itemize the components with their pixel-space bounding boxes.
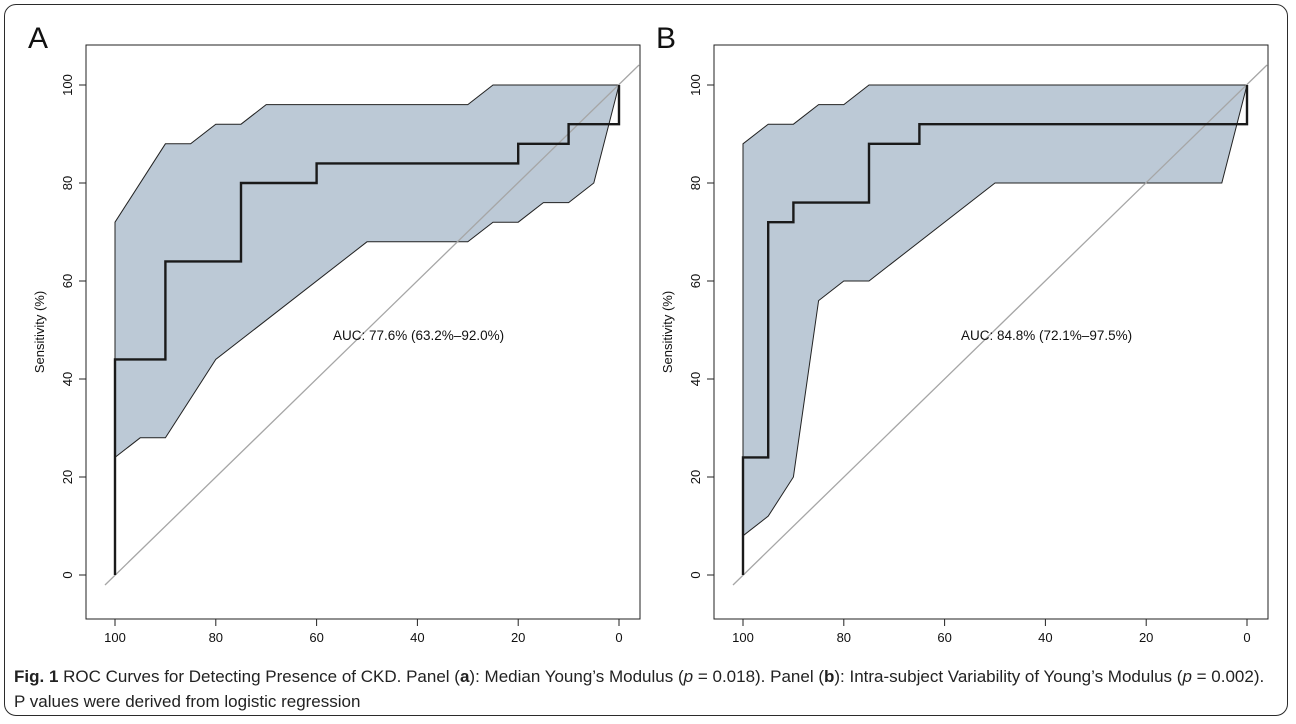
confidence-band	[742, 84, 1248, 537]
y-tick-label: 60	[60, 274, 75, 288]
panel-letter: A	[28, 22, 48, 55]
reference-diagonal-line	[732, 64, 1268, 586]
y-tick-label: 60	[688, 274, 703, 288]
x-tick-label: 60	[937, 630, 951, 645]
figure-label: Fig. 1	[14, 667, 59, 686]
auc-annotation: AUC: 77.6% (63.2%–92.0%)	[333, 328, 504, 343]
roc-panel-b: B 100 80 60 40 20 0 Specificity (%) 0 20 40 60 80 100…	[656, 22, 1269, 662]
x-axis-title: Specificity (%)	[322, 660, 404, 662]
y-tick-label: 80	[60, 176, 75, 190]
x-axis-title: Specificity (%)	[950, 660, 1032, 662]
y-tick-label: 100	[688, 74, 703, 96]
y-tick-label: 0	[60, 571, 75, 578]
roc-curve	[113, 85, 621, 575]
figure-caption: Fig. 1 ROC Curves for Detecting Presence…	[14, 664, 1276, 714]
caption-text-2: ): Median Young’s Modulus (	[469, 667, 684, 686]
y-axis-title: Sensitivity (%)	[32, 291, 47, 373]
x-tick-label: 0	[1243, 630, 1250, 645]
confidence-band	[114, 84, 620, 459]
y-tick-label: 0	[688, 571, 703, 578]
y-tick-label: 40	[688, 372, 703, 386]
y-tick-label: 80	[688, 176, 703, 190]
caption-text-1: ROC Curves for Detecting Presence of CKD…	[58, 667, 460, 686]
x-tick-label: 60	[309, 630, 323, 645]
roc-panel-a: A 100 80 60 40 20 0 Specificity (%) 0 20 40 60 80 100…	[28, 22, 641, 662]
auc-annotation: AUC: 84.8% (72.1%–97.5%)	[961, 328, 1132, 343]
caption-p-symbol-1: p	[683, 667, 694, 686]
caption-p-symbol-2: p	[1182, 667, 1192, 686]
x-tick-label: 0	[615, 630, 622, 645]
y-tick-label: 20	[60, 470, 75, 484]
y-axis-title: Sensitivity (%)	[660, 291, 675, 373]
roc-curve	[741, 85, 1249, 575]
caption-panel-a-letter: a	[459, 667, 470, 686]
x-tick-label: 40	[410, 630, 424, 645]
caption-text-3: ): Intra-subject Variability of Young’s …	[834, 667, 1183, 686]
x-tick-label: 20	[511, 630, 525, 645]
y-tick-label: 20	[688, 470, 703, 484]
x-tick-label: 80	[209, 630, 223, 645]
caption-p-value-1: = 0.018). Panel (	[693, 667, 824, 686]
x-tick-label: 100	[732, 630, 754, 645]
y-tick-label: 100	[60, 74, 75, 96]
x-tick-label: 100	[104, 630, 126, 645]
caption-p-value-2: = 0.002). P values were derived from log…	[14, 667, 1265, 711]
x-tick-label: 80	[837, 630, 851, 645]
y-tick-label: 40	[60, 372, 75, 386]
x-tick-label: 20	[1139, 630, 1153, 645]
caption-panel-b-letter: b	[824, 667, 835, 686]
reference-diagonal-line	[104, 64, 640, 586]
panel-letter: B	[656, 22, 676, 55]
x-tick-label: 40	[1038, 630, 1052, 645]
